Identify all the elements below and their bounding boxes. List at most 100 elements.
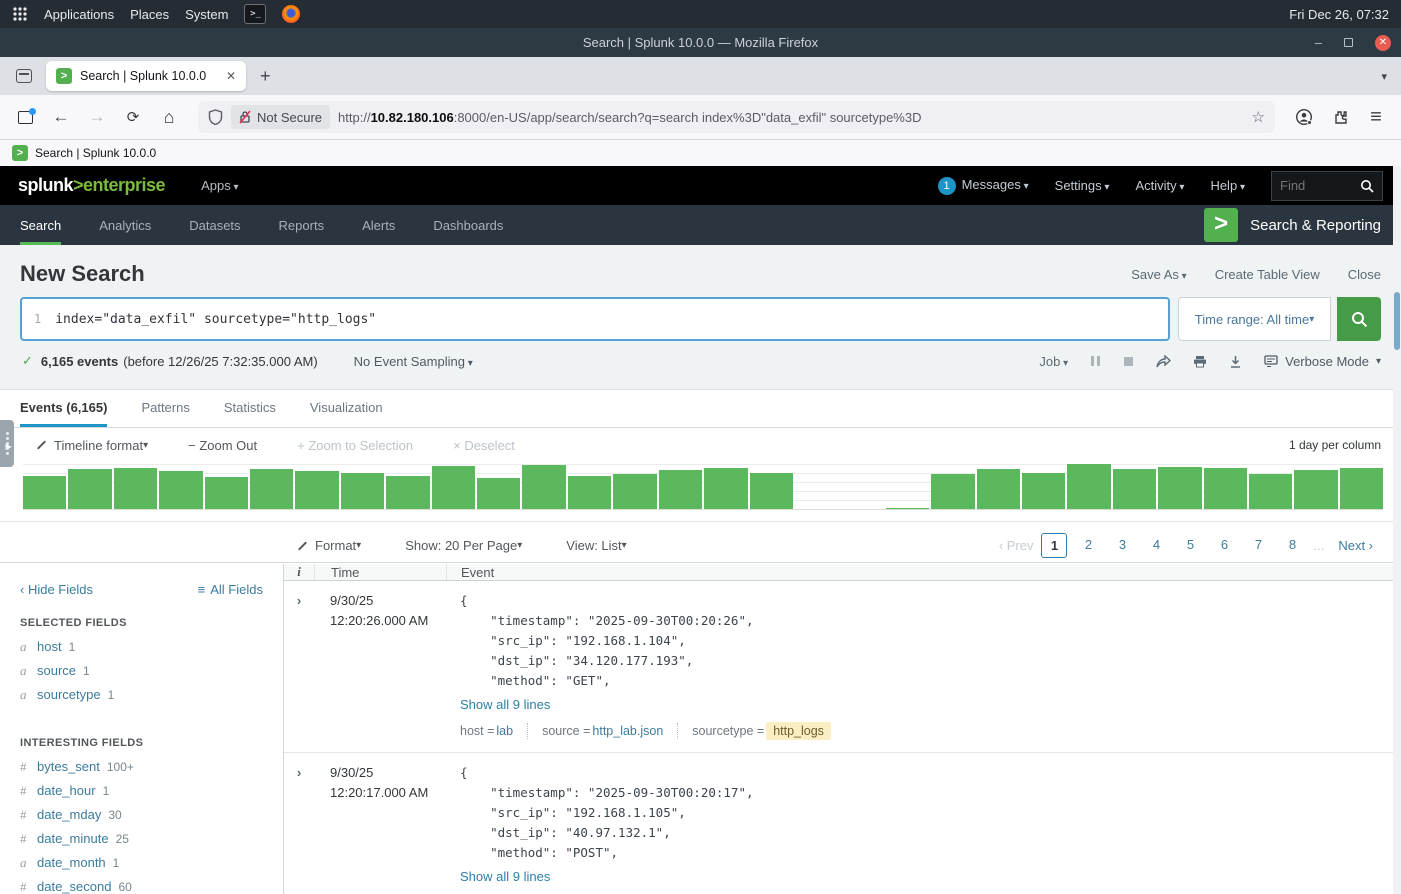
field-item[interactable]: # date_minute 25 (20, 831, 263, 847)
clock[interactable]: Fri Dec 26, 07:32 (1289, 6, 1389, 22)
result-tab[interactable]: Statistics (223, 399, 276, 415)
firefox-icon[interactable] (282, 5, 301, 23)
event-sampling-menu[interactable]: No Event Sampling (354, 354, 473, 369)
find-box[interactable] (1271, 170, 1383, 201)
histogram-bar[interactable] (885, 507, 930, 509)
field-item[interactable]: # date_mday 30 (20, 807, 263, 823)
histogram-bar[interactable] (386, 475, 430, 509)
time-range-picker[interactable]: Time range: All time (1178, 297, 1331, 341)
tab-close-icon[interactable] (226, 69, 236, 83)
histogram-bar[interactable] (658, 469, 703, 509)
app-nav-item[interactable]: Datasets (189, 217, 241, 233)
print-job-icon[interactable] (1193, 355, 1207, 368)
help-menu[interactable]: Help (1210, 178, 1245, 193)
per-page-menu[interactable]: Show: 20 Per Page (405, 538, 522, 553)
close-button[interactable] (1375, 34, 1391, 51)
not-secure-chip[interactable]: Not Secure (231, 105, 331, 129)
histogram-bar[interactable] (113, 468, 158, 509)
field-item[interactable]: # bytes_sent 100+ (20, 759, 263, 775)
histogram-bar[interactable] (159, 470, 203, 509)
histogram-bar[interactable] (204, 477, 249, 509)
account-icon[interactable] (1289, 102, 1319, 132)
histogram-bar[interactable] (704, 467, 748, 509)
close-search-button[interactable]: Close (1347, 266, 1381, 282)
histogram-bar[interactable] (477, 477, 521, 509)
page-scrollbar[interactable] (1393, 166, 1401, 894)
field-name[interactable]: host (37, 639, 62, 654)
format-menu[interactable]: Format (297, 538, 361, 553)
page-number-button[interactable]: 3 (1118, 537, 1127, 552)
settings-menu[interactable]: Settings (1055, 178, 1110, 193)
home-button[interactable] (154, 102, 184, 132)
timeline-format-menu[interactable]: Timeline format (36, 438, 148, 453)
deselect-button[interactable]: × Deselect (453, 437, 515, 453)
zoom-to-selection-button[interactable]: + Zoom to Selection (297, 437, 414, 453)
menu-places[interactable]: Places (130, 6, 170, 22)
histogram-bar[interactable] (567, 476, 612, 509)
histogram-bar[interactable] (1021, 473, 1066, 509)
histogram-bar[interactable] (68, 469, 112, 509)
field-item[interactable]: # date_second 60 (20, 879, 263, 894)
show-all-lines-link[interactable]: Show all 9 lines (460, 697, 551, 712)
bookmark-star-icon[interactable] (1252, 108, 1265, 126)
app-nav-item[interactable]: Search (20, 205, 62, 245)
maximize-button[interactable] (1344, 38, 1353, 47)
firefox-view-icon[interactable] (16, 69, 32, 83)
field-name[interactable]: source (37, 663, 77, 678)
histogram-bar[interactable] (1294, 470, 1338, 509)
extensions-icon[interactable] (1325, 102, 1355, 132)
source-value[interactable]: http_lab.json (592, 724, 664, 738)
field-name[interactable]: bytes_sent (37, 759, 100, 774)
field-name[interactable]: date_minute (37, 831, 109, 846)
scrollbar-thumb[interactable] (1394, 292, 1400, 350)
expand-event-icon[interactable] (284, 765, 314, 780)
browser-tab[interactable]: Search | Splunk 10.0.0 (46, 61, 246, 91)
forward-button[interactable] (82, 102, 112, 132)
host-value[interactable]: lab (496, 724, 514, 738)
histogram-bar[interactable] (250, 468, 294, 509)
messages-menu[interactable]: 1 Messages (937, 176, 1029, 195)
histogram-bar[interactable] (1203, 468, 1247, 509)
window-icon[interactable] (10, 102, 40, 132)
save-as-menu[interactable]: Save As (1131, 267, 1187, 282)
minimize-button[interactable] (1315, 35, 1322, 50)
histogram-bar[interactable] (340, 473, 385, 509)
hide-fields-button[interactable]: ‹ Hide Fields (20, 582, 93, 597)
prev-page-button[interactable]: ‹ Prev (998, 538, 1034, 553)
activities-grid-icon[interactable] (12, 6, 28, 22)
bookmark-item[interactable]: Search | Splunk 10.0.0 (35, 146, 157, 160)
field-name[interactable]: date_hour (37, 783, 96, 798)
field-name[interactable]: date_second (37, 879, 112, 894)
expand-event-icon[interactable] (284, 593, 314, 608)
url-bar[interactable]: Not Secure http://10.82.180.106:8000/en-… (198, 101, 1275, 133)
page-number-button[interactable]: 2 (1084, 537, 1093, 552)
show-all-lines-link[interactable]: Show all 9 lines (460, 869, 551, 884)
apps-menu[interactable]: Apps (201, 178, 238, 193)
histogram-bar[interactable] (431, 465, 476, 509)
new-tab-button[interactable] (260, 66, 271, 87)
histogram-bar[interactable] (976, 468, 1020, 509)
page-number-button[interactable]: 1 (1041, 533, 1068, 558)
stop-job-icon[interactable] (1123, 356, 1134, 367)
field-item[interactable]: a date_month 1 (20, 855, 263, 871)
terminal-icon[interactable] (244, 4, 267, 24)
events-timeline-histogram[interactable] (23, 464, 1384, 510)
histogram-bar[interactable] (23, 475, 67, 509)
histogram-bar[interactable] (613, 473, 657, 509)
histogram-bar[interactable] (522, 465, 566, 509)
export-job-icon[interactable] (1229, 355, 1242, 368)
share-job-icon[interactable] (1156, 354, 1172, 368)
page-number-button[interactable]: 7 (1254, 537, 1263, 552)
app-identity[interactable]: Search & Reporting (1204, 208, 1381, 242)
field-item[interactable]: a host 1 (20, 639, 263, 655)
activity-menu[interactable]: Activity (1135, 178, 1184, 193)
search-query-input[interactable]: 1 index="data_exfil" sourcetype="http_lo… (20, 297, 1170, 341)
histogram-bar[interactable] (931, 474, 975, 509)
menu-system[interactable]: System (185, 6, 229, 22)
field-item[interactable]: # date_hour 1 (20, 783, 263, 799)
run-search-button[interactable] (1337, 297, 1381, 341)
sourcetype-value[interactable]: http_logs (766, 722, 831, 740)
field-name[interactable]: date_mday (37, 807, 102, 822)
view-menu[interactable]: View: List (566, 538, 626, 553)
histogram-bar[interactable] (295, 471, 339, 509)
